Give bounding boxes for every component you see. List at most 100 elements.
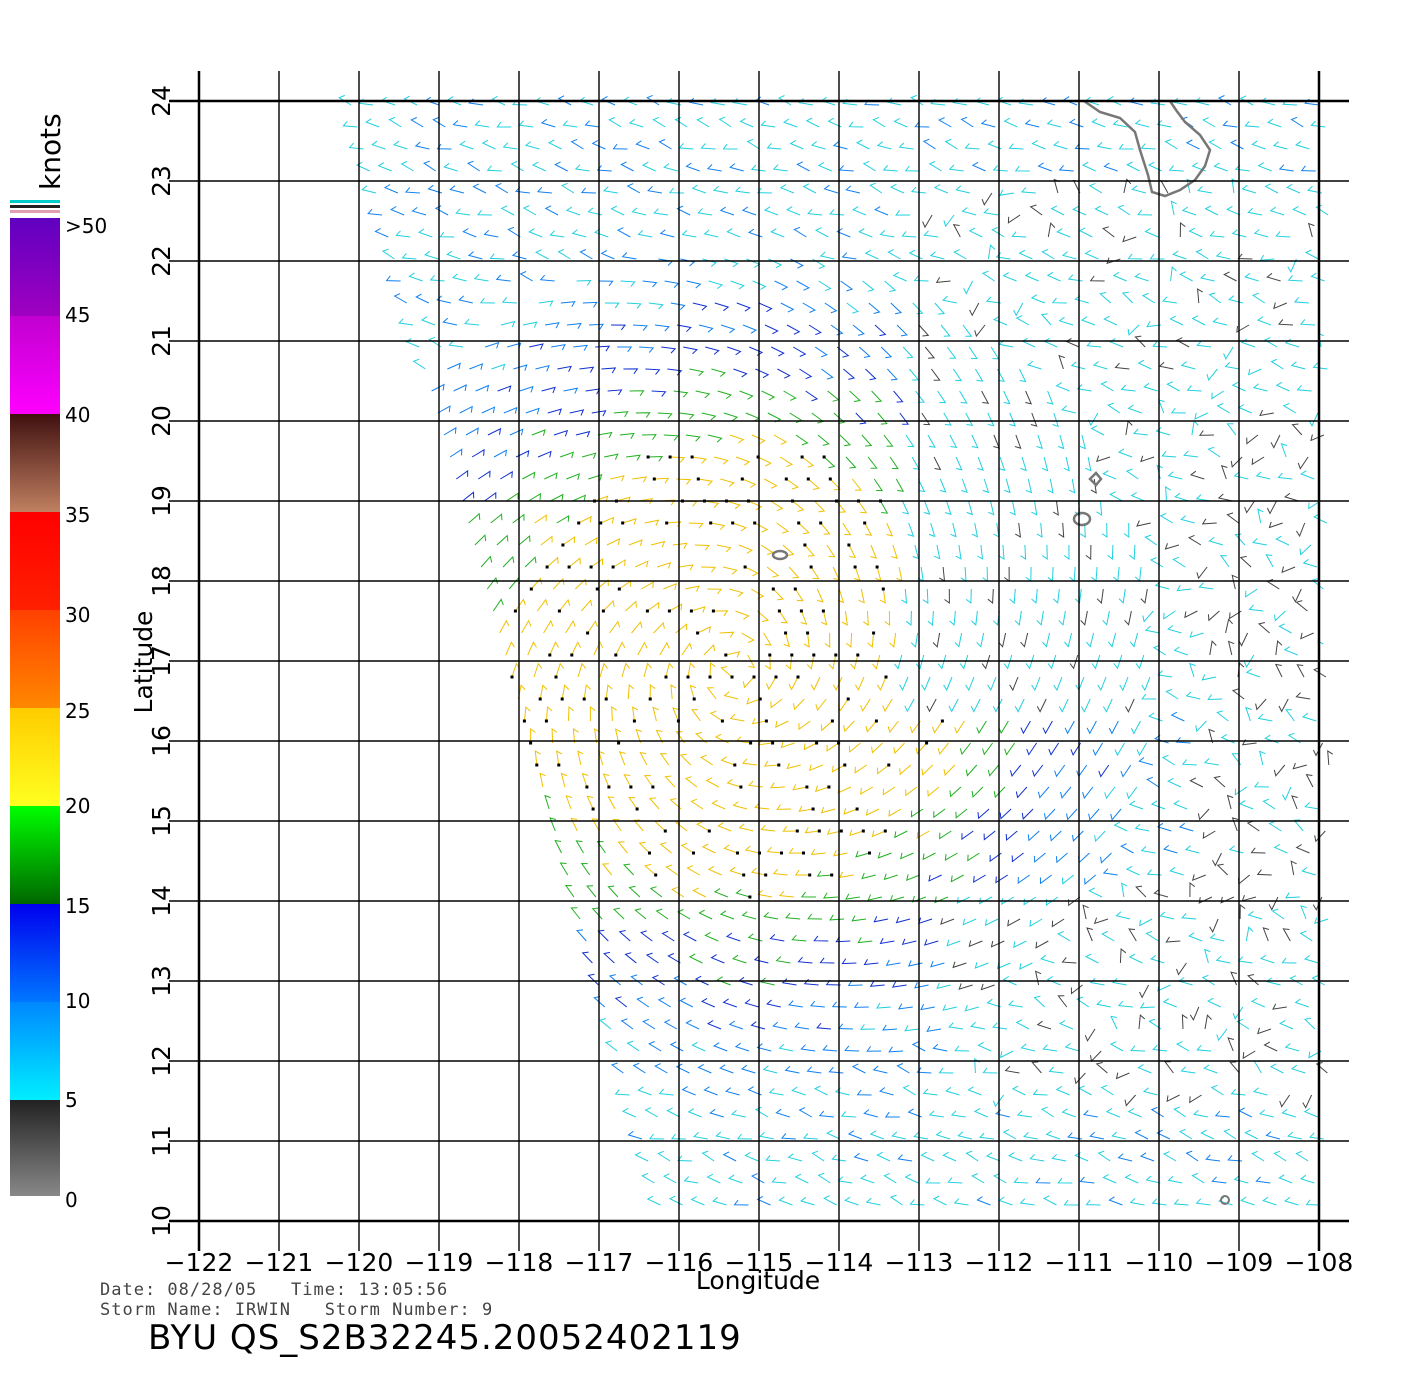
wind-barb bbox=[942, 1004, 957, 1011]
wind-barb bbox=[411, 207, 427, 216]
wind-barb bbox=[832, 676, 843, 691]
colorbar-segment-30-35 bbox=[10, 512, 60, 610]
rain-flag-marker bbox=[856, 653, 860, 657]
wind-barb bbox=[763, 632, 772, 646]
wind-barb bbox=[937, 117, 952, 128]
wind-barb bbox=[744, 999, 759, 1008]
wind-barb bbox=[1208, 537, 1224, 546]
wind-barb bbox=[594, 228, 609, 238]
wind-barb bbox=[641, 581, 654, 590]
wind-barb bbox=[871, 390, 883, 403]
wind-barb bbox=[1124, 610, 1132, 626]
wind-barb bbox=[686, 280, 702, 289]
wind-barb bbox=[1307, 222, 1315, 238]
wind-barb bbox=[1111, 977, 1127, 986]
wind-barb bbox=[630, 974, 643, 986]
wind-barb bbox=[596, 165, 612, 172]
wind-barb bbox=[622, 863, 635, 876]
wind-barb bbox=[1195, 720, 1207, 733]
wind-barb bbox=[1241, 739, 1257, 746]
wind-barb bbox=[1045, 1130, 1061, 1140]
colorbar-tick-label: 30 bbox=[65, 603, 90, 627]
wind-barb bbox=[794, 869, 810, 876]
wind-barb bbox=[1275, 231, 1291, 238]
rain-flag-marker bbox=[805, 785, 809, 789]
wind-barb bbox=[1061, 1108, 1076, 1118]
wind-barb bbox=[1152, 644, 1167, 656]
wind-barb bbox=[1215, 251, 1231, 260]
wind-barb bbox=[1192, 1109, 1208, 1118]
wind-barb bbox=[1019, 962, 1033, 970]
wind-barb bbox=[653, 621, 665, 634]
wind-barb bbox=[1025, 478, 1033, 494]
rain-flag-marker bbox=[855, 807, 859, 811]
rain-flag-marker bbox=[667, 609, 671, 613]
wind-barb bbox=[982, 1067, 998, 1074]
rain-flag-marker bbox=[614, 653, 618, 657]
wind-barb bbox=[932, 632, 941, 648]
wind-barb bbox=[603, 599, 615, 612]
wind-barb bbox=[841, 610, 848, 626]
wind-barb bbox=[534, 750, 541, 766]
wind-barb bbox=[702, 258, 717, 267]
rain-flag-marker bbox=[595, 587, 599, 591]
wind-barb bbox=[1037, 162, 1052, 172]
colorbar-unit-label: knots bbox=[34, 113, 67, 190]
wind-barb bbox=[679, 753, 692, 766]
wind-barb bbox=[928, 161, 942, 172]
wind-barb bbox=[673, 390, 689, 398]
wind-barb bbox=[1242, 1050, 1256, 1060]
wind-barb bbox=[1118, 588, 1126, 604]
wind-barb bbox=[1004, 478, 1011, 494]
latitude-tick-label: 16 bbox=[147, 725, 176, 757]
wind-barb bbox=[1305, 1199, 1321, 1206]
wind-barb bbox=[640, 930, 653, 942]
wind-barb bbox=[733, 368, 748, 378]
wind-barb bbox=[1036, 698, 1047, 713]
wind-barb bbox=[654, 477, 670, 484]
colorbar-overflow-stripe bbox=[10, 205, 60, 208]
wind-barb bbox=[750, 164, 766, 172]
wind-barb bbox=[1069, 118, 1084, 128]
wind-barb bbox=[715, 1131, 731, 1140]
wind-barb bbox=[676, 205, 691, 216]
wind-barb bbox=[515, 450, 530, 458]
wind-barb bbox=[988, 500, 995, 516]
wind-barb bbox=[756, 1195, 771, 1206]
wind-barb bbox=[649, 684, 656, 700]
wind-barb bbox=[663, 163, 678, 172]
wind-barb bbox=[1074, 143, 1090, 150]
wind-barb bbox=[927, 610, 934, 627]
rain-flag-marker bbox=[784, 631, 788, 635]
wind-barb bbox=[1063, 1199, 1079, 1206]
wind-barb bbox=[1052, 500, 1059, 516]
wind-barb bbox=[684, 776, 698, 788]
wind-barb bbox=[1225, 618, 1233, 634]
wind-barb bbox=[735, 889, 751, 898]
wind-barb bbox=[788, 676, 799, 691]
wind-barb bbox=[1072, 830, 1084, 842]
wind-barb bbox=[879, 588, 886, 604]
rain-flag-marker bbox=[557, 609, 561, 613]
wind-barb bbox=[981, 192, 993, 206]
wind-barb bbox=[1159, 911, 1175, 920]
wind-barb bbox=[1170, 407, 1186, 414]
wind-barb bbox=[1315, 1062, 1328, 1074]
wind-barb bbox=[1031, 588, 1038, 604]
rain-flag-marker bbox=[740, 477, 744, 481]
wind-barb bbox=[608, 117, 622, 128]
wind-barb bbox=[694, 544, 710, 551]
wind-barb bbox=[883, 434, 894, 447]
wind-barb bbox=[712, 1042, 728, 1052]
wind-barb bbox=[802, 183, 817, 194]
wind-barb bbox=[1174, 492, 1189, 502]
wind-barb bbox=[1035, 1177, 1051, 1184]
wind-barb bbox=[1231, 817, 1239, 832]
rain-flag-marker bbox=[724, 653, 728, 657]
wind-barb bbox=[925, 1177, 941, 1184]
wind-barb bbox=[1233, 1175, 1249, 1184]
wind-barb bbox=[998, 456, 1006, 472]
wind-barb bbox=[1277, 319, 1294, 326]
wind-barb bbox=[965, 676, 975, 692]
wind-barb bbox=[1042, 544, 1048, 560]
